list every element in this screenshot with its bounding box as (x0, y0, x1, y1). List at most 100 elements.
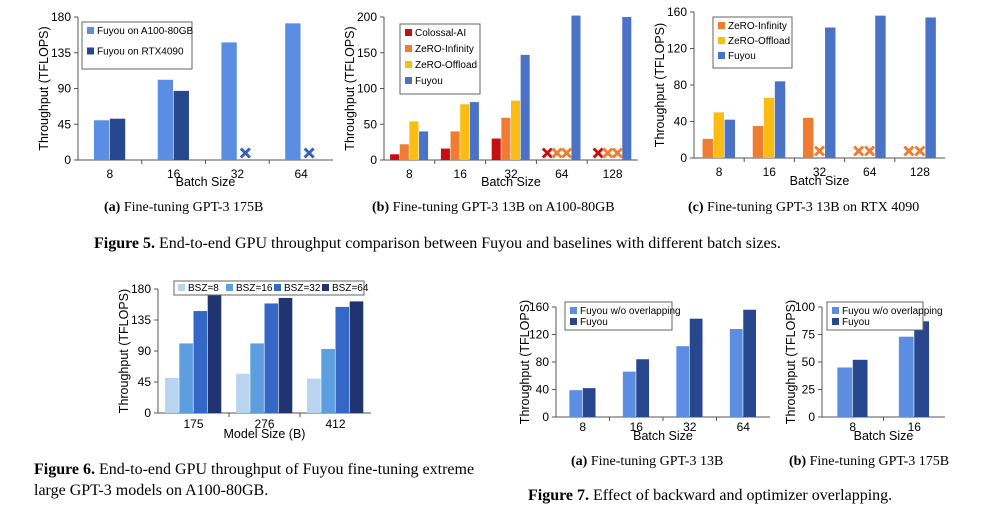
legend-swatch (718, 22, 725, 29)
bar (207, 294, 222, 413)
bar (689, 318, 703, 417)
bar (724, 119, 736, 158)
unavailable-marker (853, 145, 865, 157)
y-tick-label: 90 (138, 344, 152, 358)
bar (571, 15, 581, 160)
x-tick-label: 64 (294, 167, 308, 181)
bar (898, 336, 914, 417)
legend-swatch (718, 52, 725, 59)
bar (491, 138, 501, 160)
y-tick-label: 0 (144, 406, 151, 420)
y-tick-label: 160 (529, 300, 549, 314)
unavailable-marker (864, 145, 876, 157)
legend-swatch (405, 45, 412, 52)
y-tick-label: 45 (138, 375, 152, 389)
y-tick-label: 0 (64, 153, 71, 167)
legend-swatch (226, 284, 233, 291)
caption-7b-label: (b) (789, 454, 807, 469)
unavailable-marker (602, 147, 614, 159)
x-axis-label: Batch Size (790, 174, 850, 188)
bar (419, 131, 429, 160)
unavailable-marker (813, 145, 826, 157)
legend-label: Fuyou w/o overlapping (842, 306, 943, 317)
unavailable-marker (561, 147, 573, 159)
caption-5c: (c) Fine-tuning GPT-3 13B on RTX 4090 (688, 200, 919, 216)
bar (460, 104, 470, 160)
legend-label: Fuyou on A100-80GB (97, 26, 194, 37)
legend-swatch (832, 307, 839, 314)
bar (179, 343, 193, 413)
legend-swatch (405, 77, 412, 84)
legend-label: Colossal-AI (415, 28, 466, 39)
x-tick-label: 276 (254, 417, 274, 431)
caption-5b-text: Fine-tuning GPT-3 13B on A100-80GB (389, 200, 615, 215)
y-tick-label: 180 (51, 10, 71, 24)
x-tick-label: 16 (454, 167, 468, 181)
x-tick-label: 64 (863, 165, 877, 179)
bar (399, 144, 409, 160)
y-tick-label: 80 (674, 78, 688, 92)
bar (622, 371, 636, 417)
bar (752, 126, 764, 158)
caption-7a-label: (a) (571, 454, 588, 469)
legend-swatch (405, 29, 412, 36)
caption-7a-text: Fine-tuning GPT-3 13B (587, 454, 724, 469)
bar (802, 117, 814, 158)
bar (520, 54, 530, 160)
bar (743, 309, 757, 417)
legend-swatch (405, 61, 412, 68)
x-tick-label: 8 (849, 420, 856, 434)
legend-label: Fuyou (415, 76, 443, 87)
legend-label: ZeRO-Infinity (415, 44, 474, 55)
x-tick-label: 32 (813, 165, 827, 179)
y-axis-label: Throughput (TFLOPS) (518, 300, 532, 424)
y-axis-label: Throughput (TFLOPS) (653, 23, 667, 147)
caption-5a-text: Fine-tuning GPT-3 175B (120, 200, 264, 215)
y-tick-label: 180 (131, 282, 151, 296)
bar (335, 306, 350, 413)
legend-swatch (178, 284, 185, 291)
bar (569, 390, 583, 417)
legend-label: ZeRO-Offload (728, 36, 790, 47)
x-tick-label: 8 (107, 167, 114, 181)
caption-7a: (a) Fine-tuning GPT-3 13B (571, 454, 723, 470)
bar (440, 148, 450, 160)
y-tick-label: 100 (795, 300, 815, 314)
legend-swatch (322, 284, 329, 291)
legend-label: Fuyou (728, 51, 756, 62)
bar (676, 346, 690, 417)
unavailable-marker (914, 145, 926, 157)
legend-box (826, 301, 924, 331)
legend-box (81, 21, 193, 70)
figure-7-text: Effect of backward and optimizer overlap… (589, 487, 893, 504)
bar (264, 303, 279, 413)
caption-5c-label: (c) (688, 200, 704, 215)
y-tick-label: 40 (536, 383, 550, 397)
x-tick-label: 128 (910, 165, 930, 179)
legend-box (564, 301, 673, 331)
x-axis-label: Batch Size (633, 429, 693, 443)
x-tick-label: 16 (763, 165, 777, 179)
legend-label: BSZ=64 (332, 283, 369, 294)
legend-box (173, 280, 365, 296)
bar (93, 120, 110, 160)
legend-swatch (274, 284, 281, 291)
legend-label: ZeRO-Offload (415, 60, 477, 71)
bar (278, 297, 293, 413)
x-tick-label: 8 (716, 165, 723, 179)
y-tick-label: 100 (357, 82, 377, 96)
figure-5-text: End-to-end GPU throughput comparison bet… (155, 235, 781, 252)
bar (450, 131, 460, 160)
bar (763, 97, 775, 158)
x-tick-label: 16 (630, 420, 644, 434)
bar (409, 121, 419, 160)
unavailable-marker (239, 147, 251, 159)
x-tick-label: 32 (504, 167, 518, 181)
unavailable-marker (541, 147, 553, 159)
y-axis-label: Throughput (TFLOPS) (117, 289, 131, 413)
bar (511, 100, 521, 160)
